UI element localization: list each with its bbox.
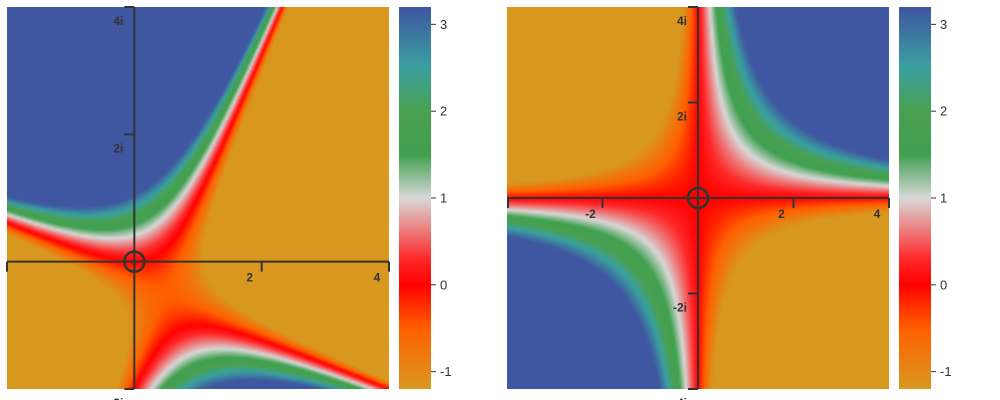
x-tick-label: -2	[0, 271, 1, 285]
colorbar-tick-label: 3	[940, 17, 947, 32]
colorbar-tick-label: 1	[440, 191, 447, 206]
colorbar-tick-label: 0	[440, 277, 447, 292]
colorbar-tick-label: 0	[940, 277, 947, 292]
x-tick-label: 2	[246, 271, 253, 285]
y-tick-label: 2i	[113, 141, 123, 155]
colorbar-tick-label: 3	[440, 17, 447, 32]
x-tick-label: 2	[778, 207, 785, 221]
colorbar-tick-label: 2	[940, 104, 947, 119]
colorbar-tick-label: -1	[940, 364, 952, 379]
colorbar-tick-label: -1	[440, 364, 452, 379]
origin-marker	[123, 250, 146, 273]
x-tick-label: 4	[874, 207, 881, 221]
left-plot-panel: -2 2 4 4i 2i -2i	[0, 6, 390, 400]
y-tick-label: -2i	[109, 396, 123, 400]
colorbar-strip	[899, 7, 931, 389]
x-tick-label: -2	[585, 207, 596, 221]
colorbar-tick-label: 2	[440, 104, 447, 119]
colorbar-tick-label: 1	[940, 191, 947, 206]
y-tick-label: -4i	[673, 396, 687, 400]
x-tick-label: 4	[374, 271, 381, 285]
origin-marker	[686, 186, 710, 210]
y-tick-label: 4i	[113, 14, 123, 28]
y-tick-label: 4i	[677, 14, 687, 28]
right-plot-panel: -2 2 4 4i 2i -2i -4i	[507, 6, 890, 400]
y-tick-label: 2i	[677, 110, 687, 124]
y-tick-label: -2i	[673, 301, 687, 315]
heatmap-image	[7, 7, 389, 389]
colorbar-strip	[399, 7, 431, 389]
right-colorbar: 3 2 1 0 -1	[899, 7, 952, 389]
left-colorbar: 3 2 1 0 -1	[399, 7, 452, 389]
